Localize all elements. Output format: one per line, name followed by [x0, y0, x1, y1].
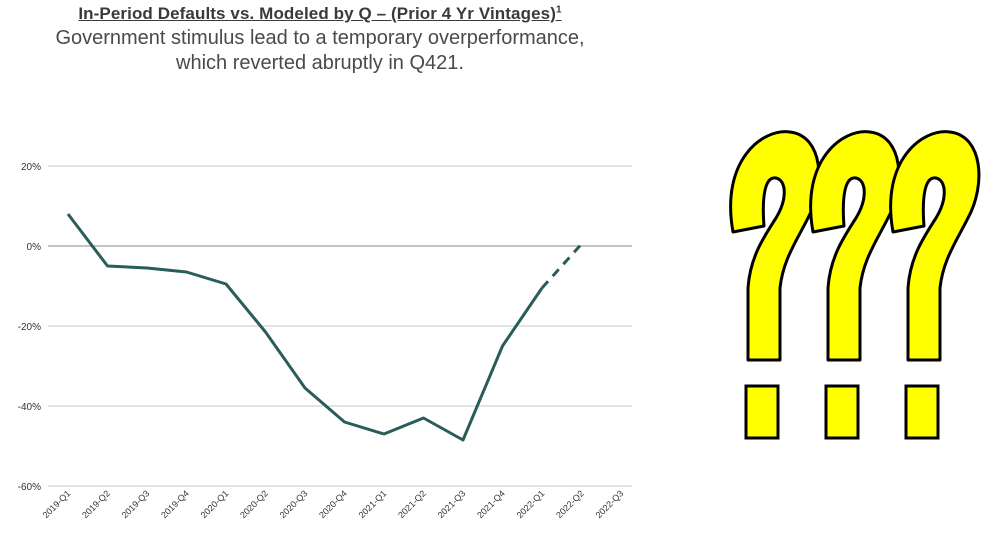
chart-title: In-Period Defaults vs. Modeled by Q – (P… [78, 4, 562, 23]
subtitle-line-1: Government stimulus lead to a temporary … [55, 27, 585, 49]
y-tick-label: -20% [18, 322, 41, 333]
title-block: In-Period Defaults vs. Modeled by Q – (P… [0, 4, 640, 76]
y-tick-label: -40% [18, 402, 41, 413]
line-chart: 20%0%-20%-40%-60% 2019-Q1 2019-Q2 2019-Q3 2… [18, 162, 632, 520]
y-tick-label: 0% [27, 242, 42, 253]
y-tick-label: 20% [21, 162, 41, 173]
y-tick-label: -60% [18, 482, 41, 493]
subtitle-line-2: which reverted abruptly in Q421. [176, 52, 464, 74]
series-line-actual [66, 213, 544, 442]
series-line-projected [540, 242, 583, 290]
title-footnote: 1 [555, 4, 562, 16]
question-mark-icon [809, 130, 901, 440]
question-mark-icon [889, 130, 981, 440]
question-mark-icon [729, 130, 821, 440]
chart-subtitle: Government stimulus lead to a temporary … [0, 26, 640, 76]
